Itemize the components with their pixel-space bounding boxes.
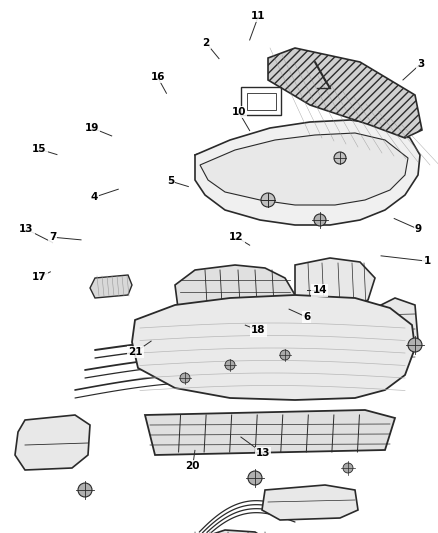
Circle shape [180,373,190,383]
Text: 17: 17 [32,272,47,282]
Text: 12: 12 [229,232,244,242]
Polygon shape [268,48,422,138]
Circle shape [248,471,262,485]
Polygon shape [132,295,415,400]
Polygon shape [200,133,408,205]
Text: 7: 7 [49,232,56,242]
Text: 3: 3 [417,59,424,69]
Text: 15: 15 [32,144,47,154]
Circle shape [343,463,353,473]
Polygon shape [145,410,395,455]
Text: 5: 5 [167,176,174,186]
Text: 20: 20 [185,462,200,471]
Text: 6: 6 [303,312,310,322]
Text: 13: 13 [19,224,34,234]
Polygon shape [15,415,90,470]
Text: 11: 11 [251,11,266,21]
Text: 21: 21 [128,347,143,357]
Circle shape [280,350,290,360]
Text: 1: 1 [424,256,431,266]
Polygon shape [195,120,420,225]
Polygon shape [178,530,275,533]
Circle shape [261,193,275,207]
Text: 14: 14 [312,286,327,295]
Text: 19: 19 [85,123,99,133]
Circle shape [408,338,422,352]
Text: 13: 13 [255,448,270,458]
Circle shape [225,360,235,370]
Polygon shape [262,485,358,520]
Text: 4: 4 [91,192,98,202]
Text: 16: 16 [150,72,165,82]
Polygon shape [295,258,375,310]
Polygon shape [175,265,295,328]
Circle shape [78,483,92,497]
Text: 9: 9 [415,224,422,234]
Polygon shape [370,298,418,370]
Text: 10: 10 [231,107,246,117]
Polygon shape [90,275,132,298]
Text: 2: 2 [202,38,209,47]
Circle shape [334,152,346,164]
Circle shape [314,214,326,226]
Text: 18: 18 [251,326,266,335]
